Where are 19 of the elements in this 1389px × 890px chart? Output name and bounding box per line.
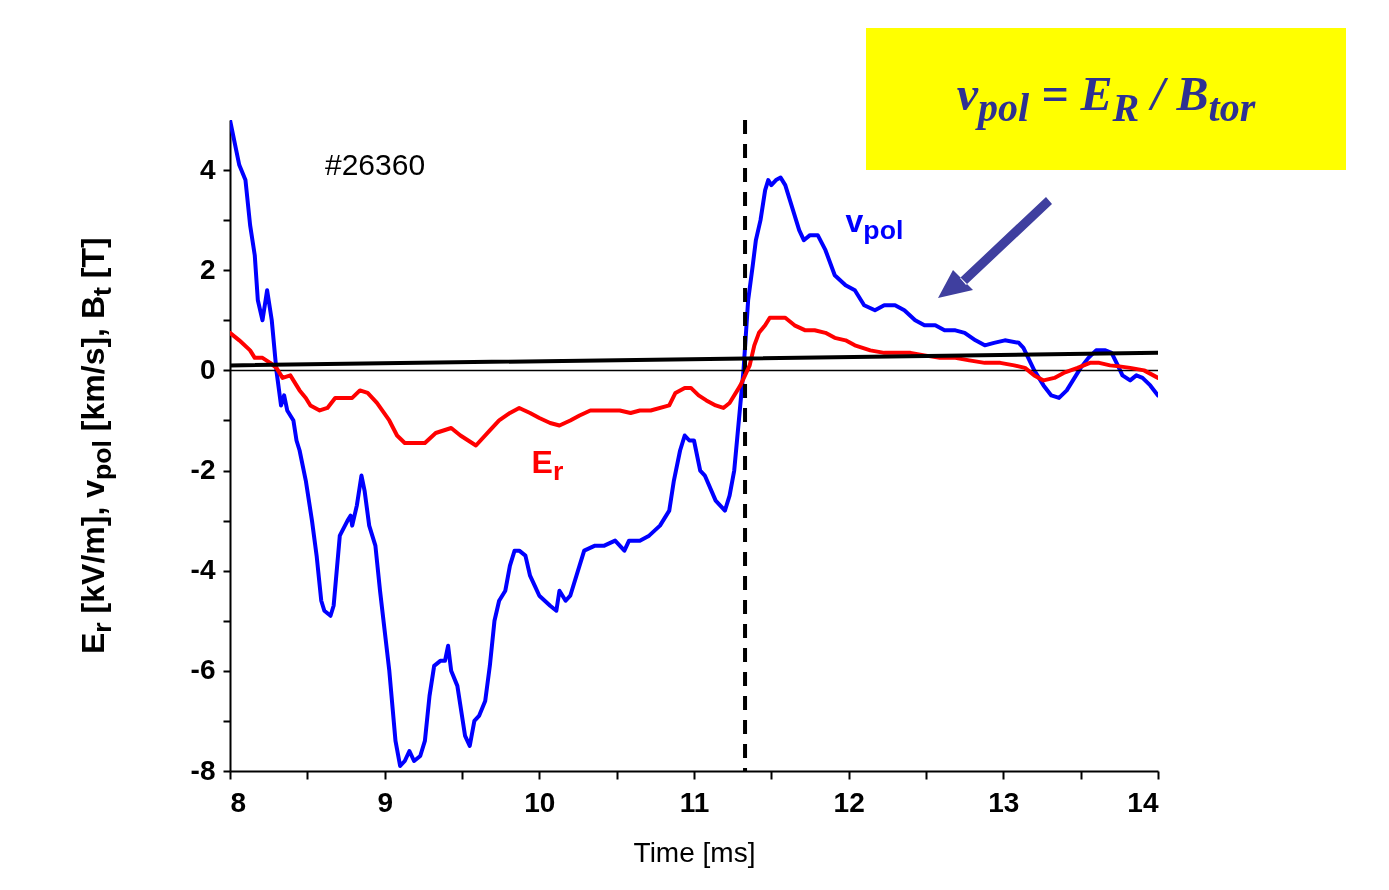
- series-label: v$_{pol}$: [845, 203, 904, 246]
- x-tick-label: 11: [679, 786, 710, 818]
- y-tick-label: -6: [190, 654, 216, 686]
- series-label: E$_{r}$: [531, 443, 564, 486]
- annotation: v$_{pol}$ = E$_{R}$ / B$_{tor}$: [956, 67, 1256, 130]
- x-tick-label: 10: [524, 786, 556, 818]
- y-tick-label: -8: [190, 754, 216, 786]
- y-tick-label: -4: [190, 554, 216, 586]
- x-tick-label: 14: [1127, 786, 1159, 818]
- x-tick-label: 12: [833, 786, 865, 818]
- x-tick-label: 8: [230, 786, 247, 818]
- x-tick-label: 13: [988, 786, 1020, 818]
- y-tick-label: 4: [199, 153, 216, 185]
- x-axis-title: Time [ms]: [633, 836, 756, 868]
- y-tick-label: -2: [190, 454, 216, 486]
- y-tick-label: 2: [199, 253, 216, 285]
- annotation: #26360: [325, 148, 426, 181]
- x-tick-label: 9: [377, 786, 393, 818]
- y-tick-label: 0: [199, 353, 216, 385]
